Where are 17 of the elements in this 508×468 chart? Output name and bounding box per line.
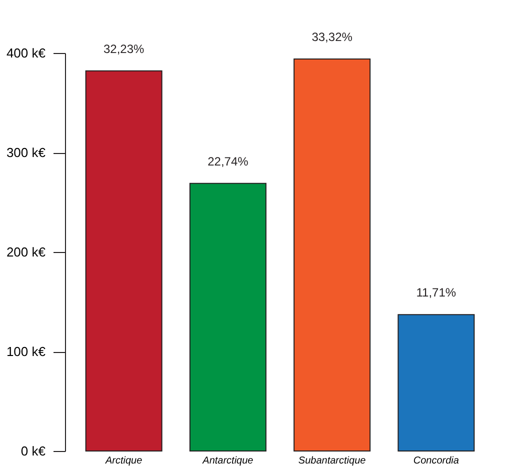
bar xyxy=(189,182,266,452)
y-tick-label: 100 k€ xyxy=(6,344,46,359)
x-tick-label: Concordia xyxy=(413,456,460,466)
y-tick-label: 300 k€ xyxy=(6,145,46,160)
annotation: 32,23% xyxy=(103,42,145,56)
y-tick-label: 400 k€ xyxy=(6,46,46,60)
y-tick-label: 0 k€ xyxy=(20,444,46,458)
bar xyxy=(398,314,475,452)
x-tick-label: Arctique xyxy=(104,456,143,466)
y-tick-label: 200 k€ xyxy=(6,244,46,260)
bar xyxy=(294,58,371,452)
x-tick-label: Subantarctique xyxy=(298,456,366,466)
bar xyxy=(85,70,162,452)
annotation: 33,32% xyxy=(312,30,353,44)
annotation: 11,71% xyxy=(416,286,456,300)
annotation: 22,74% xyxy=(208,154,249,168)
x-tick-label: Antarctique xyxy=(202,456,254,466)
